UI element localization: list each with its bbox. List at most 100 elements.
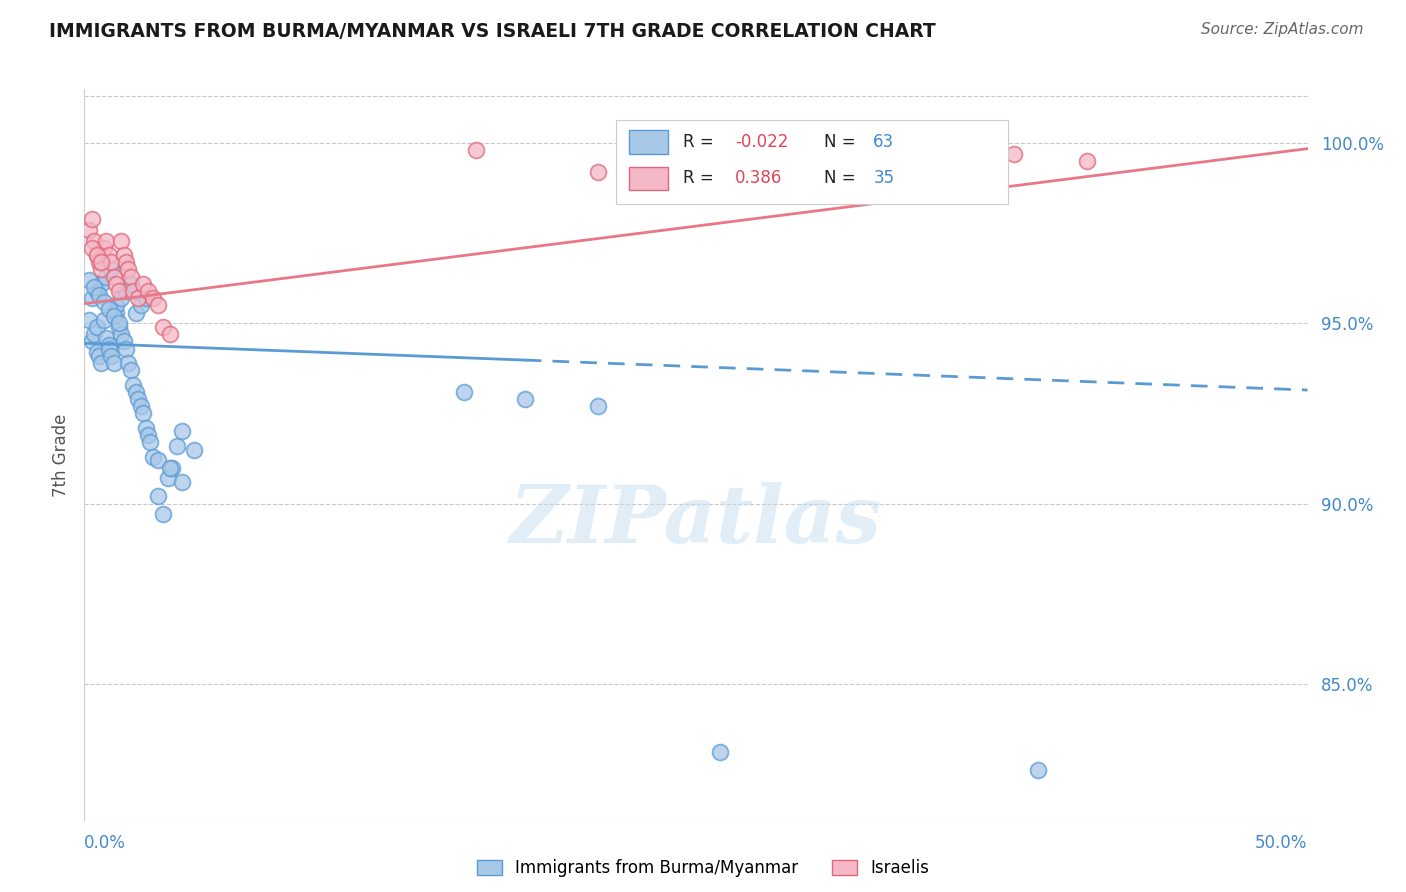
Point: [122, 284, 145, 298]
Point: [172, 475, 194, 489]
Point: [105, 277, 128, 291]
Point: [125, 384, 148, 399]
Point: [135, 421, 157, 435]
Point: [120, 277, 142, 291]
Point: [117, 356, 139, 370]
Y-axis label: 7th Grade: 7th Grade: [52, 413, 70, 497]
Point: [93, 241, 115, 255]
Point: [110, 234, 132, 248]
Point: [107, 320, 129, 334]
Point: [107, 284, 129, 298]
Text: N =: N =: [824, 133, 862, 151]
Text: 35: 35: [873, 169, 894, 187]
Point: [96, 331, 118, 345]
Point: [103, 309, 125, 323]
Text: 0.0%: 0.0%: [84, 834, 127, 852]
Point: [90, 277, 112, 291]
Point: [83, 280, 105, 294]
Point: [87, 349, 110, 363]
Point: [464, 144, 486, 158]
Text: 0.386: 0.386: [735, 169, 783, 187]
Point: [120, 269, 142, 284]
Point: [110, 291, 132, 305]
Point: [97, 342, 120, 356]
Point: [709, 745, 731, 759]
Point: [80, 291, 103, 305]
Point: [87, 255, 110, 269]
Point: [159, 327, 181, 342]
Text: IMMIGRANTS FROM BURMA/MYANMAR VS ISRAELI 7TH GRADE CORRELATION CHART: IMMIGRANTS FROM BURMA/MYANMAR VS ISRAELI…: [49, 22, 936, 41]
Point: [87, 287, 110, 301]
Point: [105, 305, 128, 319]
Point: [93, 294, 115, 309]
Point: [453, 384, 475, 399]
Point: [83, 327, 105, 342]
Point: [513, 392, 536, 406]
Point: [96, 269, 118, 284]
Point: [586, 165, 609, 179]
Point: [1028, 763, 1050, 777]
Point: [709, 154, 731, 169]
Point: [97, 248, 120, 262]
Point: [162, 460, 184, 475]
Point: [115, 342, 138, 356]
Point: [90, 356, 112, 370]
Point: [127, 392, 149, 406]
Point: [100, 255, 122, 269]
Point: [136, 284, 159, 298]
Text: R =: R =: [682, 169, 718, 187]
Point: [107, 317, 129, 331]
Point: [127, 291, 149, 305]
Point: [103, 269, 125, 284]
Point: [172, 425, 194, 439]
Point: [183, 442, 205, 457]
Point: [929, 140, 952, 154]
Point: [90, 255, 112, 269]
Text: 50.0%: 50.0%: [1256, 834, 1308, 852]
Point: [115, 255, 138, 269]
Point: [166, 439, 188, 453]
Point: [142, 291, 165, 305]
Point: [152, 320, 174, 334]
Point: [80, 241, 103, 255]
Point: [1002, 147, 1025, 161]
Point: [105, 298, 128, 312]
Point: [80, 211, 103, 226]
Point: [97, 338, 120, 352]
Point: [90, 262, 112, 277]
Point: [96, 234, 118, 248]
Point: [86, 284, 108, 298]
Point: [93, 313, 115, 327]
Point: [136, 428, 159, 442]
Point: [100, 262, 122, 277]
Point: [132, 277, 155, 291]
Point: [129, 399, 152, 413]
Point: [139, 435, 162, 450]
Point: [112, 248, 135, 262]
Text: R =: R =: [682, 133, 718, 151]
Point: [77, 273, 100, 287]
Point: [86, 320, 108, 334]
Text: N =: N =: [824, 169, 862, 187]
Point: [132, 407, 155, 421]
FancyBboxPatch shape: [628, 167, 668, 190]
Point: [146, 489, 169, 503]
Point: [97, 301, 120, 316]
Point: [142, 450, 165, 464]
Point: [86, 248, 108, 262]
Text: ZIPatlas: ZIPatlas: [510, 482, 882, 559]
FancyBboxPatch shape: [616, 120, 1008, 204]
Point: [112, 334, 135, 349]
Point: [129, 298, 152, 312]
Point: [146, 298, 169, 312]
Point: [135, 291, 157, 305]
Point: [146, 453, 169, 467]
Point: [152, 508, 174, 522]
Point: [86, 248, 108, 262]
Legend: Immigrants from Burma/Myanmar, Israelis: Immigrants from Burma/Myanmar, Israelis: [471, 853, 935, 884]
Point: [156, 471, 179, 485]
Point: [110, 327, 132, 342]
Point: [86, 345, 108, 359]
Point: [120, 363, 142, 377]
Point: [83, 234, 105, 248]
